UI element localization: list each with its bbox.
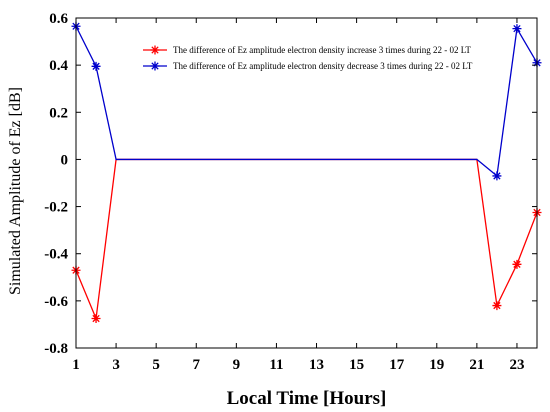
x-tick-label: 7 [193,357,201,373]
y-tick-label: -0.6 [44,294,68,310]
legend-marker [150,45,160,55]
chart-marks [71,21,542,324]
x-tick-label: 1 [72,357,80,373]
legend-entry-label: The difference of Ez amplitude electron … [173,45,471,55]
series-decrease-point [91,61,101,71]
x-axis-ticks: 1 3 5 7 9 11 13 15 17 19 21 23 [72,18,524,373]
y-tick-label: -0.4 [44,247,68,263]
x-tick-label: 23 [509,357,524,373]
legend-marker [150,61,160,71]
x-tick-label: 11 [269,357,283,373]
legend: The difference of Ez amplitude electron … [143,45,473,71]
x-tick-label: 19 [429,357,444,373]
y-axis-title: Simulated Amplitude of Ez [dB] [7,87,24,295]
series-decrease-point [492,171,502,181]
x-tick-label: 9 [233,357,241,373]
y-tick-label: 0.6 [49,11,68,27]
y-tick-label: -0.2 [44,200,68,216]
series-decrease-point [512,24,522,34]
y-tick-label: 0 [61,152,69,168]
x-tick-label: 5 [152,357,160,373]
x-tick-label: 3 [112,357,120,373]
y-tick-label: 0.4 [49,58,68,74]
legend-entry-label: The difference of Ez amplitude electron … [173,61,473,71]
series-increase-point [512,259,522,269]
series-increase-point [492,301,502,311]
series-increase-point [91,314,101,324]
x-tick-label: 21 [469,357,484,373]
x-tick-label: 17 [389,357,405,373]
y-tick-label: 0.2 [49,105,68,121]
x-tick-label: 15 [349,357,364,373]
x-axis-title: Local Time [Hours] [227,388,387,409]
y-axis-ticks: 0.6 0.4 0.2 0 -0.2 -0.4 -0.6 -0.8 [44,11,537,357]
plot-frame [75,17,538,349]
x-tick-label: 13 [309,357,324,373]
y-tick-label: -0.8 [44,341,68,357]
series-increase-line [75,158,538,322]
